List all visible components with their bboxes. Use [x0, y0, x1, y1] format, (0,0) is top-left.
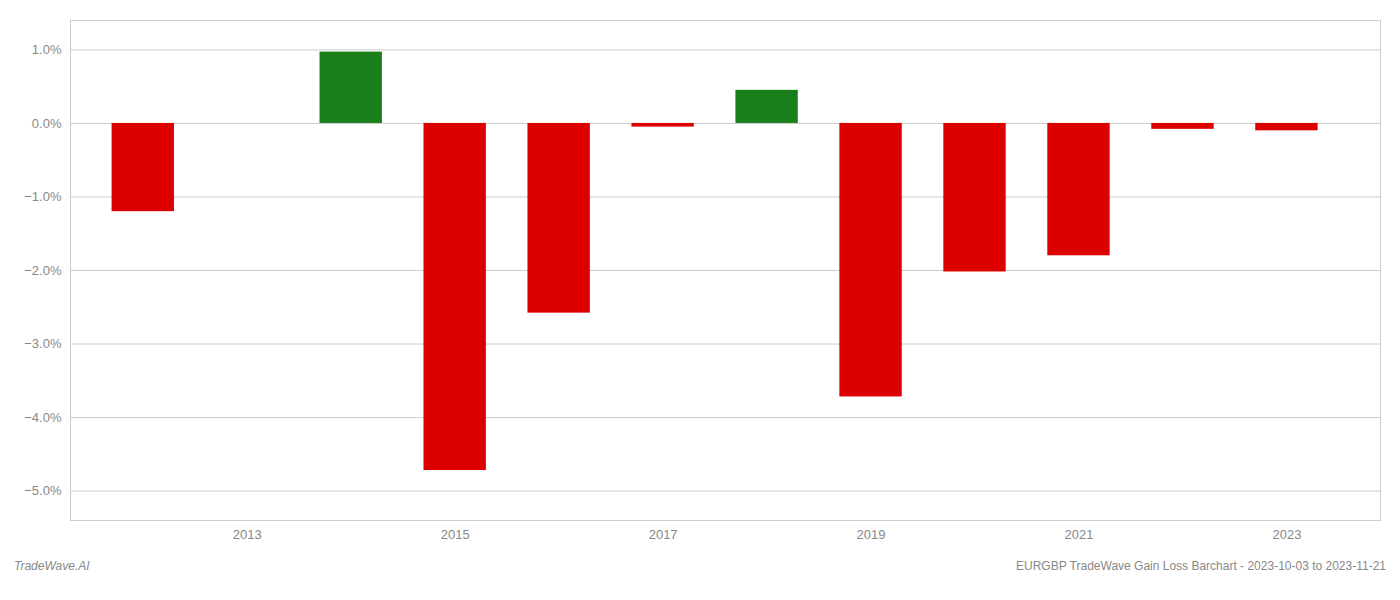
svg-text:−3.0%: −3.0%: [24, 336, 62, 351]
svg-text:−4.0%: −4.0%: [24, 410, 62, 425]
svg-text:2013: 2013: [233, 527, 262, 542]
svg-text:−1.0%: −1.0%: [24, 189, 62, 204]
svg-text:1.0%: 1.0%: [32, 42, 62, 57]
svg-text:−5.0%: −5.0%: [24, 483, 62, 498]
html-text:TradeWave.AI: TradeWave.AI: [14, 559, 90, 573]
html-text:EURGBP TradeWave Gain Loss Bar: EURGBP TradeWave Gain Loss Barchart - 20…: [1016, 559, 1386, 573]
svg-text:2021: 2021: [1065, 527, 1094, 542]
svg-text:2023: 2023: [1272, 527, 1301, 542]
svg-text:2019: 2019: [857, 527, 886, 542]
svg-text:2017: 2017: [649, 527, 678, 542]
svg-text:−2.0%: −2.0%: [24, 263, 62, 278]
svg-text:2015: 2015: [441, 527, 470, 542]
svg-text:0.0%: 0.0%: [32, 116, 62, 131]
